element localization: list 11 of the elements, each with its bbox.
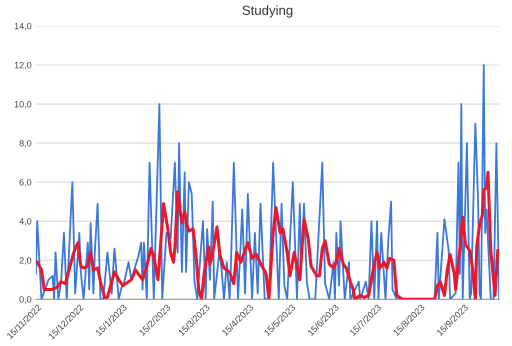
y-tick-label: 2,0 — [20, 257, 32, 265]
y-tick-label: 6,0 — [20, 179, 32, 187]
y-tick-label: 14,0 — [14, 22, 32, 30]
line-series — [36, 64, 500, 300]
chart-title: Studying — [242, 5, 292, 18]
line-series — [36, 170, 500, 300]
y-tick-label: 4,0 — [19, 218, 32, 226]
y-tick-label: 8,0 — [20, 140, 32, 148]
y-tick-label: 12,0 — [14, 62, 32, 70]
y-tick-label: 10,0 — [14, 101, 32, 108]
y-tick-label: 0,0 — [19, 296, 32, 304]
